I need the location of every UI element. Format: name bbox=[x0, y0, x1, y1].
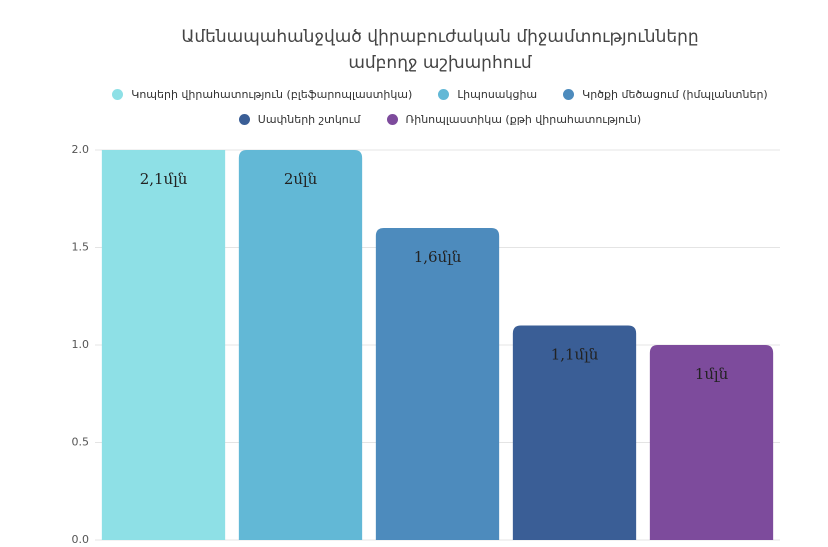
value-label: 2մլն bbox=[284, 170, 318, 188]
legend-label: Լիպոսակցիա bbox=[457, 88, 538, 101]
value-label: 1,1մլն bbox=[551, 346, 599, 364]
legend-label: Սափների շտկում bbox=[257, 113, 361, 126]
y-tick-label: 0.0 bbox=[72, 533, 90, 546]
legend-label: Ռինոպլաստիկա (քթի վիրահատություն) bbox=[405, 113, 642, 126]
legend-swatch bbox=[438, 89, 450, 100]
legend-swatch bbox=[112, 89, 124, 100]
labels: 2,1մլն 2մլն 1,6մլն 1,1մլն 1մլն bbox=[140, 170, 729, 383]
legend-swatch bbox=[238, 114, 250, 125]
bars bbox=[101, 150, 774, 540]
legend-item: Կրծքի մեծացում (իմպլանտներ) bbox=[563, 88, 768, 101]
legend-item: Լիպոսակցիա bbox=[438, 88, 537, 101]
bar bbox=[649, 345, 774, 540]
legend-label: Կոպերի վիրահատություն (բլեֆարոպլաստիկա) bbox=[131, 88, 413, 101]
legend-label: Կրծքի մեծացում (իմպլանտներ) bbox=[582, 88, 768, 101]
value-label: 2,1մլն bbox=[140, 170, 188, 188]
legend-item: Ռինոպլաստիկա (քթի վիրահատություն) bbox=[386, 113, 642, 126]
bar bbox=[375, 228, 500, 540]
legend-item: Սափների շտկում bbox=[238, 113, 361, 126]
y-tick-label: 0.5 bbox=[72, 436, 90, 449]
value-label: 1մլն bbox=[695, 365, 729, 383]
value-label: 1,6մլն bbox=[414, 248, 462, 266]
bar bbox=[238, 150, 363, 540]
chart-title: Ամենապահանջված վիրաբուժական միջամտությու… bbox=[181, 27, 699, 73]
legend-swatch bbox=[563, 89, 575, 100]
y-tick-label: 2.0 bbox=[72, 143, 90, 156]
y-tick-label: 1.0 bbox=[72, 338, 90, 351]
bar bbox=[512, 325, 637, 540]
y-tick-label: 1.5 bbox=[72, 241, 90, 254]
bar bbox=[101, 150, 226, 540]
legend: Կոպերի վիրահատություն (բլեֆարոպլաստիկա) Լ… bbox=[100, 88, 780, 126]
legend-swatch bbox=[386, 114, 398, 125]
legend-item: Կոպերի վիրահատություն (բլեֆարոպլաստիկա) bbox=[112, 88, 412, 101]
